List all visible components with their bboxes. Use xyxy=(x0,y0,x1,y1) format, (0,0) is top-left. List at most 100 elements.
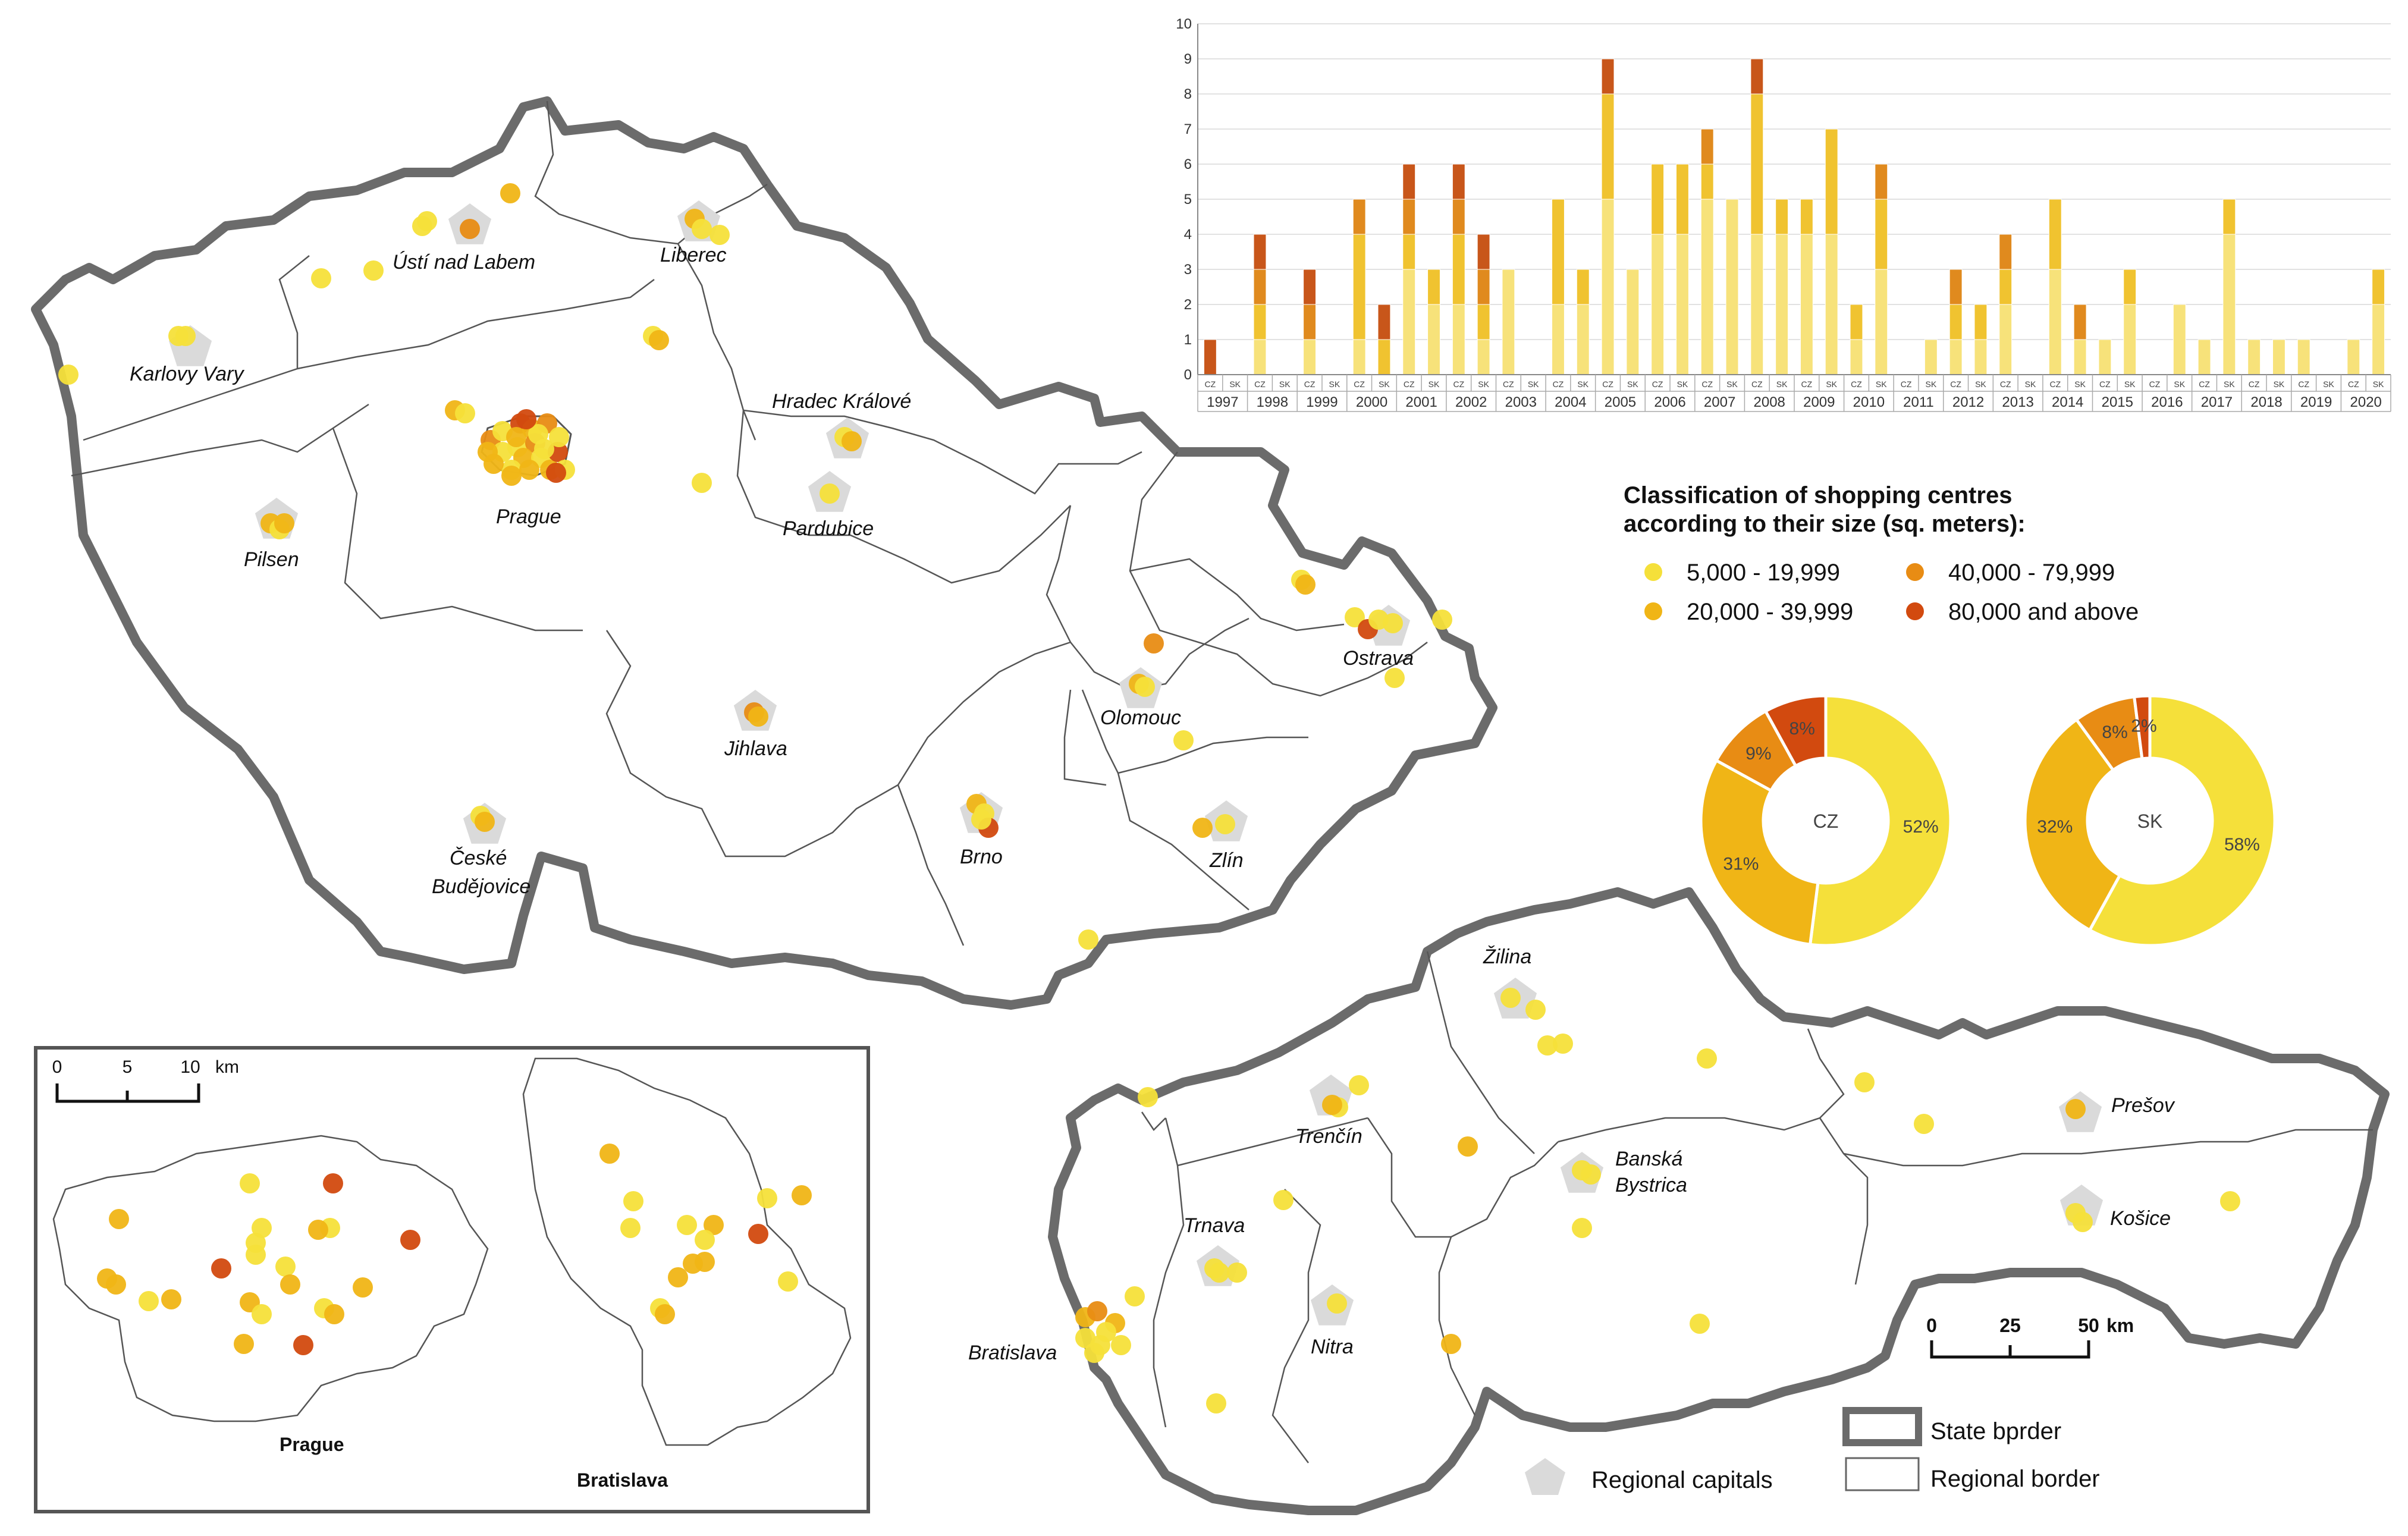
city-label: Košice xyxy=(2110,1207,2171,1230)
sk-regional-borders xyxy=(1141,951,2373,1463)
bar-segment xyxy=(1875,199,1888,270)
city-label: Bratislava xyxy=(968,1342,1057,1364)
scale-tick-label: 25 xyxy=(1999,1315,2021,1336)
shopping-centre-point xyxy=(1327,1293,1347,1314)
country-tick-label: CZ xyxy=(1701,379,1713,389)
country-tick-label: SK xyxy=(2074,379,2086,389)
year-tick-label: 2020 xyxy=(2350,394,2382,410)
bar-segment xyxy=(1377,339,1391,375)
shopping-centre-point xyxy=(246,1245,266,1265)
city-label: Brno xyxy=(960,846,1003,868)
country-tick-label: SK xyxy=(2025,379,2036,389)
country-tick-label: SK xyxy=(2174,379,2185,389)
bar-segment xyxy=(1775,234,1789,375)
scale-tick-label: 5 xyxy=(123,1057,133,1077)
y-tick-label: 2 xyxy=(1184,297,1192,313)
shopping-centre-point xyxy=(460,219,480,239)
country-tick-label: CZ xyxy=(1404,379,1415,389)
y-tick-label: 4 xyxy=(1184,227,1192,243)
shopping-centre-point xyxy=(668,1267,688,1287)
city-label: Ostrava xyxy=(1343,647,1414,670)
y-tick-label: 8 xyxy=(1184,86,1192,102)
city-label: Pardubice xyxy=(783,517,874,540)
city-label: Karlovy Vary xyxy=(130,363,244,385)
country-tick-label: SK xyxy=(2373,379,2384,389)
shopping-centre-point xyxy=(1383,613,1403,633)
bar-segment xyxy=(2222,199,2236,235)
bar-segment xyxy=(1352,234,1366,340)
opening-year-bar-chart: 0 1 2 3 4 5 6 7 8 9 10 CZ SK CZ SK CZ SK CZ SK CZ SK CZ SK CZ SK… xyxy=(1176,16,2391,412)
size-legend: Classification of shopping centres accor… xyxy=(1624,482,2139,625)
shopping-centre-point xyxy=(1111,1335,1131,1355)
shopping-centre-point xyxy=(623,1191,643,1211)
shopping-centre-point xyxy=(1345,607,1365,627)
shopping-centre-point xyxy=(599,1144,620,1164)
city-label: Prešov xyxy=(2111,1094,2175,1117)
country-tick-label: CZ xyxy=(1950,379,1961,389)
shopping-centre-point xyxy=(649,330,669,350)
shopping-centre-point xyxy=(704,1215,724,1235)
bar-segment xyxy=(1700,128,1714,165)
bar-segment xyxy=(1725,199,1739,375)
year-tick-label: 2003 xyxy=(1505,394,1537,410)
city-label: Ústí nad Labem xyxy=(393,251,535,274)
bar-segment xyxy=(1552,304,1565,375)
shopping-centre-point xyxy=(1553,1034,1573,1054)
bar-segment xyxy=(2247,339,2261,375)
shopping-centre-point xyxy=(842,431,862,451)
city-label: Jihlava xyxy=(724,737,787,760)
country-tick-label: SK xyxy=(2274,379,2285,389)
bar-segment xyxy=(1825,234,1838,375)
shopping-centre-point xyxy=(417,211,437,231)
shopping-centre-point xyxy=(534,439,554,459)
shopping-centre-point xyxy=(475,812,495,832)
year-tick-label: 2013 xyxy=(2002,394,2033,410)
shopping-centre-point xyxy=(274,513,294,533)
city-label: Olomouc xyxy=(1100,706,1181,729)
shopping-centre-point xyxy=(692,219,712,239)
shopping-centre-point xyxy=(820,483,840,504)
cz-shopping-centres xyxy=(58,183,1452,950)
country-tick-label: CZ xyxy=(1453,379,1464,389)
shopping-centre-point xyxy=(1854,1072,1875,1092)
bar-segment xyxy=(2222,234,2236,375)
shopping-centre-point xyxy=(1096,1322,1116,1342)
year-tick-label: 1997 xyxy=(1207,394,1238,410)
bar-segment xyxy=(1651,164,1665,235)
country-tick-label: SK xyxy=(1478,379,1489,389)
bar-segment xyxy=(1949,304,1963,340)
donut-slice xyxy=(1808,694,1952,947)
y-tick-label: 6 xyxy=(1184,156,1192,172)
shopping-centre-point xyxy=(1206,1393,1226,1414)
shopping-centre-point xyxy=(240,1173,260,1193)
y-tick-label: 5 xyxy=(1184,191,1192,208)
shopping-centre-point xyxy=(1084,1343,1104,1363)
bar-segment xyxy=(1875,269,1888,375)
donut-slice xyxy=(1763,694,1828,768)
size-legend-title: Classification of shopping centres xyxy=(1624,482,2012,508)
bar-segment xyxy=(2073,339,2087,375)
bar-segment xyxy=(1875,164,1888,200)
map-legend: Regional capitals State bprder Regional … xyxy=(1525,1407,2100,1495)
year-tick-label: 2012 xyxy=(1952,394,1984,410)
czech-map: Ústí nad Labem Liberec Karlovy Vary Hrad… xyxy=(31,96,1497,1010)
city-label: Liberec xyxy=(660,244,727,266)
bar-segment xyxy=(1949,339,1963,375)
year-tick-label: 2018 xyxy=(2250,394,2282,410)
bar-segment xyxy=(1427,269,1440,305)
year-tick-label: 2016 xyxy=(2151,394,2183,410)
country-tick-label: SK xyxy=(1528,379,1539,389)
shopping-centre-point xyxy=(1697,1048,1717,1069)
country-tick-label: SK xyxy=(1429,379,1440,389)
bar-segment xyxy=(1502,269,1515,375)
bar-segment xyxy=(1800,199,1813,235)
country-tick-label: SK xyxy=(1926,379,1937,389)
shopping-centre-point xyxy=(1215,814,1235,834)
shopping-centre-point xyxy=(161,1289,181,1309)
bar-segment xyxy=(1700,164,1714,200)
shopping-centre-point xyxy=(1322,1095,1342,1115)
shopping-centre-point xyxy=(546,463,566,483)
city-label: Bystrica xyxy=(1615,1174,1687,1196)
donut-slice-label: 58% xyxy=(2224,835,2260,855)
